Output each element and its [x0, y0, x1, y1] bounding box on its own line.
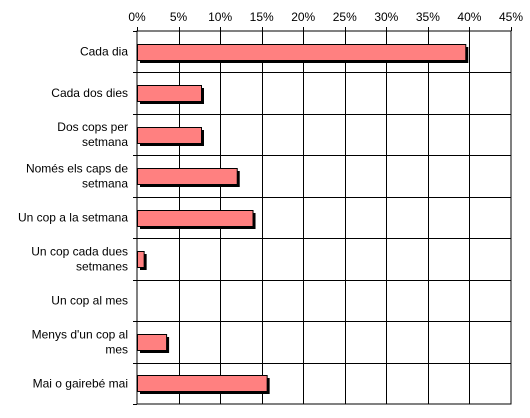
bar — [137, 168, 238, 185]
x-tick-label: 45% — [499, 10, 523, 24]
category-label: Mai o gairebé mai — [33, 376, 128, 390]
x-tick-label: 0% — [128, 10, 146, 24]
x-tick-label: 5% — [170, 10, 188, 24]
category-label: Cada dos dies — [51, 86, 128, 100]
category-label: Un cop al mes — [51, 293, 128, 307]
category-label: Només els caps de setmana — [26, 162, 128, 191]
bar — [137, 127, 202, 144]
bars-layer — [137, 44, 469, 394]
bar — [137, 85, 202, 102]
x-tick-label: 10% — [208, 10, 232, 24]
x-tick-label: 30% — [374, 10, 398, 24]
x-tick-label: 25% — [333, 10, 357, 24]
bar — [137, 44, 467, 61]
bar — [137, 251, 145, 268]
x-tick-label: 35% — [416, 10, 440, 24]
x-tick-label: 40% — [457, 10, 481, 24]
category-label: Dos cops per setmana — [57, 120, 128, 149]
bar — [137, 210, 254, 227]
axis-layer — [133, 27, 512, 405]
x-tick-label: 20% — [291, 10, 315, 24]
bar — [137, 375, 268, 392]
labels-layer: 0% 5% 10% 15% 20% 25% 30% 35% 40% 45% Cada dia Cada… — [18, 10, 523, 390]
category-label: Menys d'un cop al mes — [32, 327, 128, 356]
category-label: Un cop cada dues setmanes — [31, 244, 128, 273]
category-label: Un cop a la setmana — [18, 211, 128, 225]
bar — [137, 334, 168, 351]
category-label: Cada dia — [80, 45, 128, 59]
x-tick-label: 15% — [250, 10, 274, 24]
